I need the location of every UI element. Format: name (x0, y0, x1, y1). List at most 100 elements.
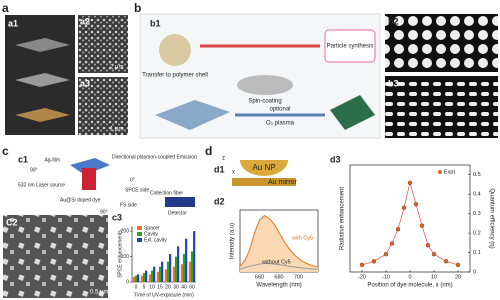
substrate (155, 100, 230, 130)
y-tick-label: 0 (126, 279, 129, 285)
panel-label: d (205, 144, 212, 158)
axis-title: Time of UV-exposure (min) (134, 292, 194, 298)
bar (180, 264, 183, 282)
scale-bar: 1 μm (110, 127, 123, 133)
diagram-label: 0° (130, 177, 135, 183)
y2-tick-label: 0.1 (473, 250, 481, 256)
x-tick-label: 700 (294, 274, 303, 280)
y-tick-label: 100 (121, 254, 130, 260)
x-tick-label: 5 (143, 284, 146, 290)
bar (150, 270, 154, 282)
axis-title: Quantum efficiency (η) (488, 188, 494, 248)
y2-tick-label: 0 (473, 269, 476, 275)
x-tick-label: -20 (358, 274, 366, 280)
step-label: Spin-coating (248, 99, 281, 105)
axis-title: SPCE enhancements (117, 230, 123, 278)
subpanel-label: a2 (80, 16, 90, 26)
bar (166, 261, 170, 282)
bar (158, 266, 162, 282)
axis-title: Intensity (a.u) (230, 223, 236, 259)
bar (134, 275, 138, 282)
nanoparticle (240, 160, 288, 176)
panel-label: a (2, 1, 9, 15)
panel-a: a a1 a2 2 μm a3 1 μm (2, 1, 128, 135)
point (443, 259, 449, 264)
y2-tick-label: 0.4 (473, 192, 481, 198)
step-label: optional (269, 107, 290, 113)
diagram-label: Directional plasmon-coupled Emission (112, 154, 197, 160)
subpanel-label: C2 (6, 217, 18, 227)
panel-c: c c1 Ag-film Directional plasmon-coupled … (2, 144, 197, 298)
x-tick-label: 15 (157, 284, 163, 290)
bar (132, 276, 135, 282)
cube (82, 168, 96, 190)
diagram-label: Ag-film (44, 157, 60, 163)
diagram-label: 90° (30, 167, 38, 173)
fit-curve (361, 181, 459, 266)
layer (15, 38, 70, 52)
axis-label: x (232, 170, 235, 176)
area (240, 215, 318, 272)
diagram-label: FS side (120, 202, 137, 208)
step-label: Transfer to polymer shell (142, 73, 208, 79)
scale-bar: 2 μm (110, 65, 123, 71)
subpanel-label: a1 (8, 18, 18, 28)
label: Au NP (252, 163, 275, 172)
x-tick-label: 20 (455, 274, 461, 280)
step-label: Particle synthesis (327, 44, 374, 50)
bar (145, 270, 148, 282)
x-tick-label: 680 (274, 274, 283, 280)
point (431, 251, 437, 257)
subpanel-label: d1 (214, 164, 225, 174)
panel-b: b b1 Particle synthesis Transfer to poly… (134, 1, 498, 139)
y2-tick-label: 0.2 (473, 231, 481, 237)
image (78, 15, 128, 73)
point (407, 180, 413, 186)
bar (142, 273, 146, 282)
subpanel-label: c3 (112, 212, 122, 222)
x-tick-label: 0 (135, 284, 138, 290)
image (78, 77, 128, 135)
bar (153, 266, 156, 282)
annotation: with Cy5 (291, 235, 313, 241)
mirror (232, 178, 296, 186)
image (385, 76, 498, 138)
legend-label: Ext. cavity (144, 237, 167, 243)
y2-tick-label: 0.3 (473, 211, 481, 217)
prism (70, 158, 110, 175)
bar (174, 256, 178, 282)
point (419, 223, 425, 228)
axis-title: Radiative enhancement (340, 187, 346, 250)
point (359, 262, 365, 268)
legend-label: Expt. (444, 169, 457, 175)
annotation: without Cy5 (261, 259, 291, 265)
scale-bar: 0.5 μm (90, 290, 108, 296)
legend-marker (438, 170, 442, 174)
legend-swatch (137, 226, 142, 230)
x-tick-label: 660 (255, 274, 264, 280)
subpanel-label: d3 (330, 154, 341, 164)
x-tick-label: 40 (181, 284, 187, 290)
point (425, 243, 431, 248)
layer (15, 73, 70, 87)
subpanel-label: c1 (18, 154, 28, 164)
subpanel-label: d2 (214, 196, 225, 206)
bar (148, 274, 151, 282)
point (389, 241, 395, 246)
point (371, 259, 377, 264)
line (239, 263, 318, 270)
x-tick-label: 10 (431, 274, 437, 280)
point (383, 251, 389, 257)
particle (159, 34, 191, 66)
axis-title: Position of dye molecule, x (nm) (367, 283, 452, 289)
dish (237, 75, 293, 95)
diagram-label: SPCE side (125, 187, 149, 193)
point (395, 226, 401, 232)
subpanel-label: b2 (388, 16, 399, 26)
panel-label: b (134, 1, 141, 15)
bar (185, 238, 188, 282)
point (455, 262, 461, 268)
subpanel-label: a3 (80, 78, 90, 88)
bar (188, 261, 191, 282)
